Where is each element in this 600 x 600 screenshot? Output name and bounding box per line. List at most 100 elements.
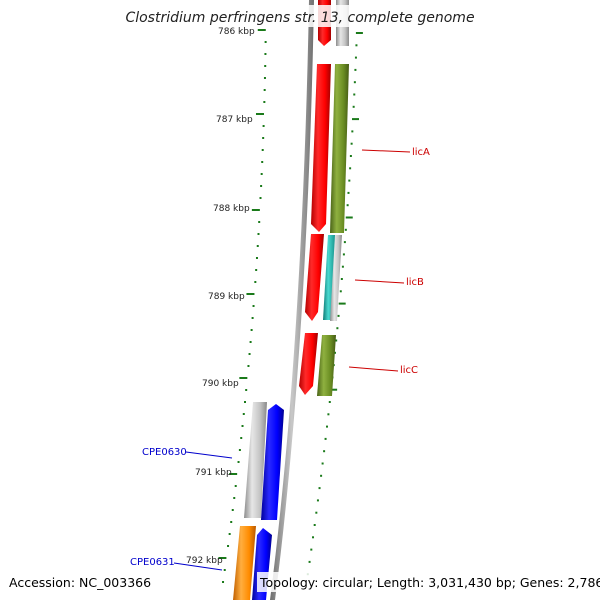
kbp-scale-labels: 786 kbp 787 kbp 788 kbp 789 kbp 790 kbp …	[186, 27, 255, 566]
outer-minor-tick	[333, 351, 336, 354]
gene-licB-cyan[interactable]	[323, 235, 336, 320]
licA-leader-line	[361, 149, 411, 153]
inner-major-tick	[257, 29, 266, 31]
kbp-label-786: 786 kbp	[218, 27, 255, 37]
inner-minor-tick	[255, 269, 258, 271]
title-band	[0, 5, 600, 27]
outer-minor-tick	[310, 548, 313, 551]
kbp-label-789: 789 kbp	[208, 292, 245, 302]
outer-minor-tick	[320, 474, 323, 477]
gene-licC-olive[interactable]	[317, 335, 336, 396]
inner-minor-tick	[260, 173, 263, 175]
inner-minor-tick	[262, 125, 265, 127]
outer-major-tick	[330, 388, 338, 391]
outer-minor-tick	[323, 450, 326, 453]
outer-minor-tick	[315, 511, 318, 514]
outer-minor-tick	[348, 179, 351, 182]
genome-title: Clostridium perfringens str. 13, complet…	[125, 10, 474, 26]
licC-leader-line	[348, 366, 399, 372]
outer-minor-tick	[321, 462, 324, 465]
gene-label-licA[interactable]: licA	[412, 147, 430, 158]
gene-licC-red[interactable]	[299, 333, 318, 395]
inner-tick-scale	[218, 29, 267, 583]
inner-minor-tick	[227, 545, 230, 547]
outer-minor-tick	[313, 524, 316, 526]
inner-minor-tick	[261, 149, 264, 151]
inner-minor-tick	[252, 305, 255, 307]
gene-label-CPE0630[interactable]: CPE0630	[142, 447, 187, 458]
outer-minor-tick	[328, 401, 331, 403]
outer-minor-tick	[324, 437, 327, 440]
topology-text: Topology: circular; Length: 3,031,430 bp…	[259, 575, 600, 590]
outer-major-tick	[352, 118, 360, 121]
outer-major-tick	[345, 216, 353, 219]
gene-label-licB[interactable]: licB	[406, 277, 424, 288]
inner-minor-tick	[238, 449, 241, 451]
outer-minor-tick	[308, 560, 311, 563]
inner-major-tick	[255, 113, 264, 115]
gene-label-licC[interactable]: licC	[400, 365, 418, 376]
outer-minor-tick	[353, 81, 356, 84]
inner-minor-tick	[231, 509, 234, 511]
kbp-label-791: 791 kbp	[195, 468, 232, 478]
outer-minor-tick	[349, 167, 352, 170]
outer-minor-tick	[346, 204, 349, 207]
footer-band-left	[6, 572, 148, 592]
outer-minor-tick	[342, 253, 345, 256]
gene-licA-olive[interactable]	[330, 64, 349, 233]
gene-licB-red[interactable]	[305, 234, 324, 321]
outer-minor-tick	[350, 142, 353, 145]
inner-minor-tick	[242, 413, 245, 415]
outer-minor-tick	[336, 327, 339, 330]
inner-minor-tick	[222, 581, 225, 583]
outer-minor-tick	[341, 265, 344, 268]
inner-minor-tick	[264, 65, 267, 67]
outer-minor-tick	[354, 68, 357, 71]
inner-major-tick	[251, 209, 260, 211]
kbp-label-788: 788 kbp	[213, 204, 250, 214]
inner-minor-tick	[258, 221, 261, 223]
outer-minor-tick	[340, 278, 343, 280]
gene-licA-red[interactable]	[311, 64, 331, 232]
gene-CPE0630-gray[interactable]	[244, 402, 267, 518]
inner-minor-tick	[251, 317, 254, 319]
accession-text: Accession: NC_003366	[9, 575, 151, 590]
inner-minor-tick	[228, 533, 231, 535]
genome-backbone	[270, 0, 314, 600]
inner-minor-tick	[262, 137, 265, 139]
outer-minor-tick	[339, 290, 342, 293]
kbp-label-787: 787 kbp	[216, 115, 253, 125]
inner-minor-tick	[259, 197, 262, 199]
outer-minor-tick	[355, 44, 358, 47]
outer-minor-tick	[335, 339, 338, 342]
inner-major-tick	[246, 293, 255, 295]
outer-minor-tick	[349, 155, 352, 157]
outer-minor-tick	[354, 56, 357, 59]
inner-minor-tick	[260, 185, 263, 187]
inner-minor-tick	[223, 569, 226, 571]
gene-licB-gray[interactable]	[330, 235, 342, 321]
inner-minor-tick	[250, 329, 253, 331]
outer-minor-tick	[352, 105, 355, 108]
outer-minor-tick	[353, 93, 356, 96]
gene-CPE0631-orange[interactable]	[233, 526, 256, 600]
inner-minor-tick	[263, 77, 266, 79]
footer-band-right	[257, 572, 594, 592]
inner-minor-tick	[264, 53, 267, 55]
inner-minor-tick	[240, 437, 243, 439]
inner-minor-tick	[255, 257, 258, 259]
inner-minor-tick	[248, 353, 251, 355]
inner-minor-tick	[234, 485, 237, 487]
licB-leader-line	[354, 279, 405, 284]
inner-minor-tick	[241, 425, 244, 427]
outer-minor-tick	[343, 241, 346, 244]
inner-major-tick	[239, 377, 248, 379]
outer-minor-tick	[344, 228, 347, 231]
gene-label-CPE0631[interactable]: CPE0631	[130, 557, 175, 568]
inner-major-tick	[229, 473, 238, 475]
CPE0631-leader-line	[173, 562, 223, 571]
gene-CPE0630-blue[interactable]	[261, 404, 284, 520]
outer-minor-tick	[316, 499, 319, 502]
inner-minor-tick	[261, 161, 264, 163]
